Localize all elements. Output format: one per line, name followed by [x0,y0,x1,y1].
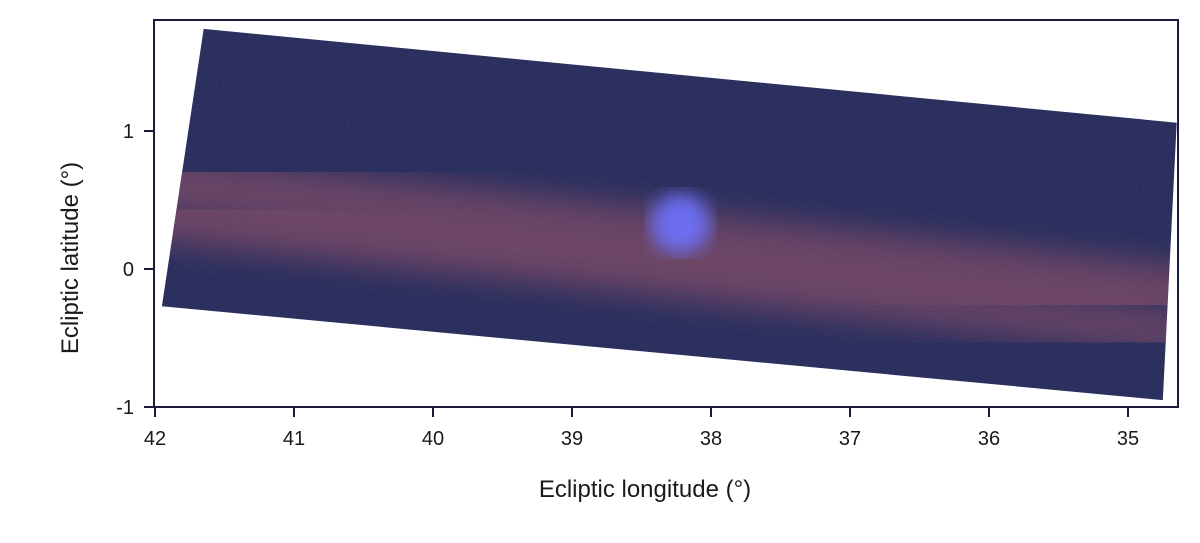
x-tick-label: 41 [283,428,305,450]
y-tick-label: 0 [123,259,134,281]
sky-image [161,28,1177,401]
x-tick-label: 38 [700,428,722,450]
plot-frame [153,19,1179,408]
y-axis: 1 0 -1 [116,121,154,419]
y-tick-label: 1 [123,121,134,143]
y-axis-title: Ecliptic latitude (°) [57,162,84,354]
x-tick-label: 40 [422,428,444,450]
x-tick-label: 42 [144,428,166,450]
point-source [650,193,711,254]
x-tick-label: 36 [978,428,1000,450]
x-tick-label: 37 [839,428,861,450]
x-axis: 42 41 40 39 38 37 36 35 [144,407,1139,450]
x-tick-label: 39 [561,428,583,450]
x-tick-label: 35 [1117,428,1139,450]
y-tick-label: -1 [116,397,134,419]
x-axis-title: Ecliptic longitude (°) [539,476,751,503]
